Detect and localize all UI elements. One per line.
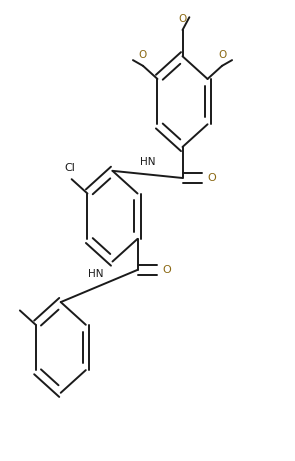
Text: O: O bbox=[138, 50, 146, 59]
Text: O: O bbox=[162, 265, 171, 275]
Text: O: O bbox=[219, 50, 227, 59]
Text: Cl: Cl bbox=[65, 164, 76, 173]
Text: HN: HN bbox=[88, 269, 104, 279]
Text: O: O bbox=[207, 173, 216, 183]
Text: O: O bbox=[178, 14, 187, 24]
Text: HN: HN bbox=[140, 157, 155, 167]
